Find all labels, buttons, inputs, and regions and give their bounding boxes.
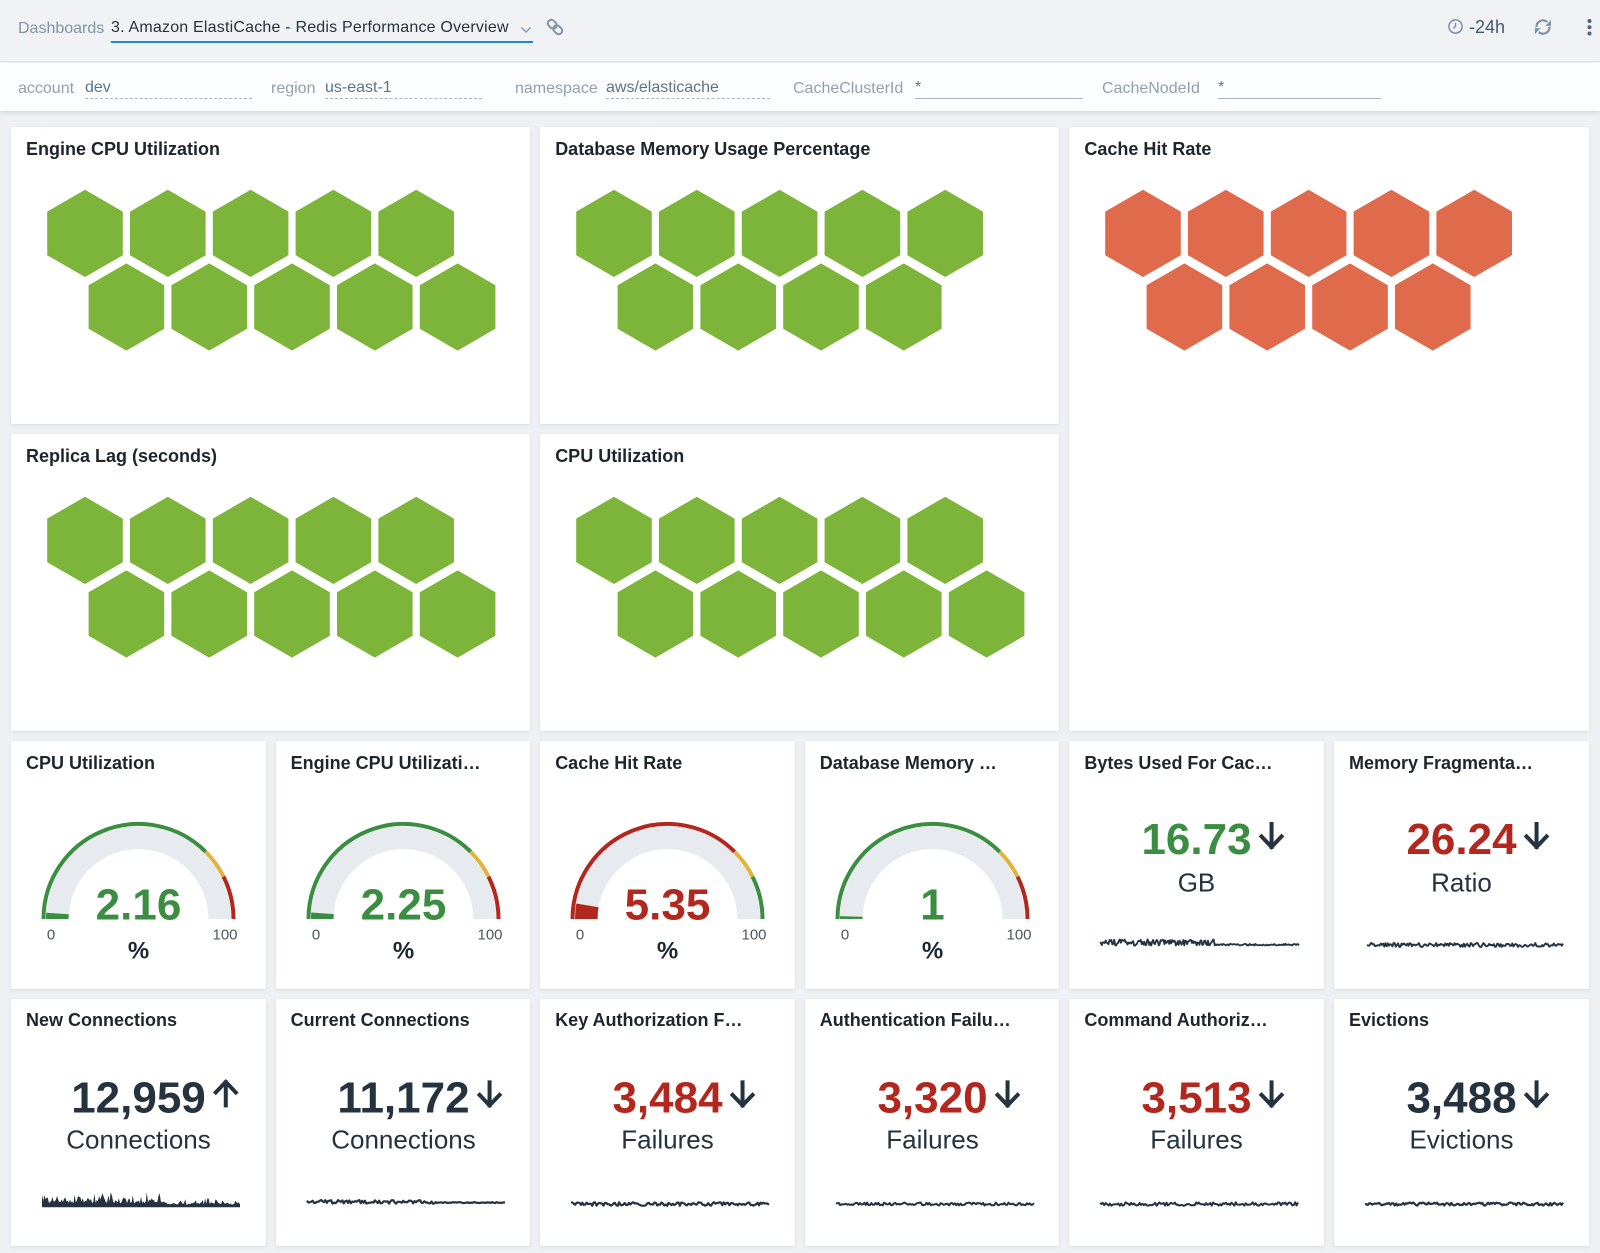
svg-text:Connections: Connections	[66, 1124, 211, 1154]
svg-text:100: 100	[742, 927, 767, 944]
svg-text:Failures: Failures	[621, 1124, 713, 1154]
svg-text:Connections: Connections	[331, 1124, 476, 1154]
svg-text:3,488: 3,488	[1406, 1073, 1516, 1122]
svg-text:GB: GB	[1178, 868, 1216, 898]
svg-text:0: 0	[576, 927, 584, 944]
svg-text:Failures: Failures	[886, 1124, 978, 1154]
svg-text:12,959: 12,959	[71, 1073, 206, 1122]
svg-text:%: %	[128, 938, 149, 965]
svg-text:0: 0	[841, 927, 849, 944]
svg-text:2.16: 2.16	[96, 881, 182, 930]
svg-text:Evictions: Evictions	[1409, 1124, 1513, 1154]
svg-text:2.25: 2.25	[360, 881, 446, 930]
svg-text:Ratio: Ratio	[1431, 868, 1492, 898]
svg-text:26.24: 26.24	[1406, 815, 1517, 864]
svg-text:%: %	[657, 938, 678, 965]
svg-text:16.73: 16.73	[1142, 815, 1252, 864]
svg-text:100: 100	[212, 927, 237, 944]
svg-text:Failures: Failures	[1151, 1124, 1243, 1154]
svg-text:5.35: 5.35	[625, 881, 711, 930]
svg-text:3,320: 3,320	[877, 1073, 987, 1122]
svg-text:100: 100	[1006, 927, 1031, 944]
svg-text:%: %	[392, 938, 413, 965]
svg-text:3,484: 3,484	[613, 1073, 724, 1122]
svg-text:1: 1	[920, 881, 944, 930]
svg-text:0: 0	[311, 927, 319, 944]
svg-text:100: 100	[477, 927, 502, 944]
svg-text:0: 0	[47, 927, 55, 944]
svg-text:11,172: 11,172	[337, 1073, 469, 1122]
svg-text:%: %	[922, 938, 943, 965]
svg-text:3,513: 3,513	[1142, 1073, 1252, 1122]
